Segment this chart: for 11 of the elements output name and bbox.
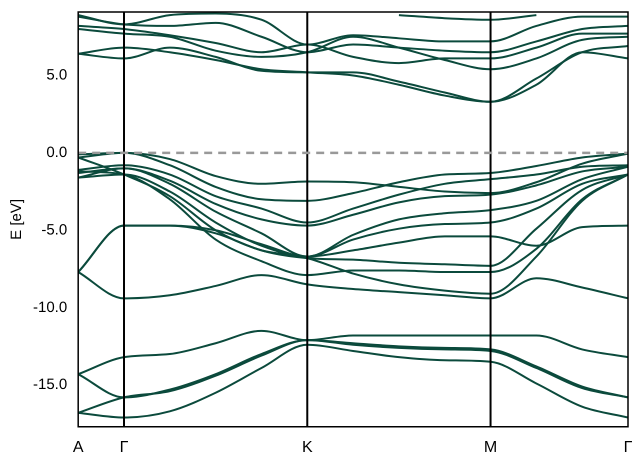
x-tick-label: A: [72, 438, 84, 456]
y-tick-label: -10.0: [32, 298, 68, 316]
y-axis-title: E [eV]: [8, 198, 26, 240]
x-tick-label: M: [484, 438, 498, 456]
y-tick-label: 5.0: [46, 66, 68, 84]
x-tick-label: K: [302, 438, 313, 456]
y-tick-label: -15.0: [32, 376, 68, 394]
x-tick-label: Γ: [120, 438, 129, 456]
x-tick-label: Γ: [624, 438, 633, 456]
y-tick-label: 0.0: [46, 144, 68, 161]
y-tick-label: -5.0: [41, 221, 68, 238]
